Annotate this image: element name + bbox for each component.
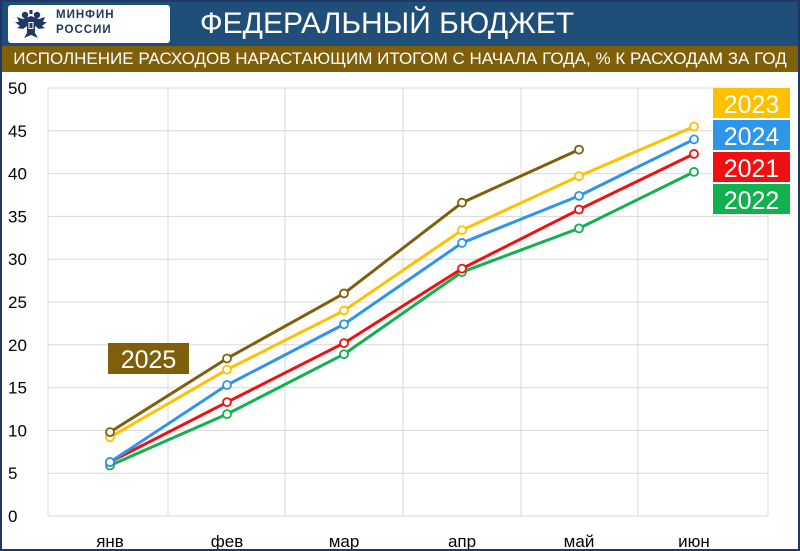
logo-line-1: МИНФИН	[56, 9, 115, 21]
x-tick-label: июн	[678, 532, 710, 549]
legend-swatch-2024	[713, 120, 790, 150]
y-tick-label: 20	[8, 336, 27, 355]
series-line-2023	[108, 125, 696, 439]
logo-line-2: РОССИИ	[56, 24, 112, 36]
data-point-2024	[222, 380, 232, 390]
y-tick-label: 35	[8, 207, 27, 226]
x-tick-label: май	[564, 532, 595, 549]
series-line-2022	[108, 170, 696, 467]
series-2025	[105, 144, 584, 438]
y-tick-label: 5	[8, 464, 17, 483]
data-point-2022	[339, 349, 349, 360]
legend-swatch-2023	[713, 88, 790, 118]
data-point-2025	[222, 353, 232, 364]
legend-swatch-2021	[713, 152, 790, 182]
data-point-2022	[574, 223, 584, 234]
y-tick-label: 10	[8, 421, 27, 440]
data-point-2021	[457, 263, 467, 274]
legend-label-2024: 2024	[724, 123, 780, 151]
data-point-2021	[339, 338, 349, 348]
series-2023	[105, 121, 699, 443]
y-tick-label: 40	[8, 165, 27, 184]
y-tick-label: 50	[8, 79, 27, 98]
y-tick-label: 30	[8, 250, 27, 269]
data-point-2021	[689, 149, 699, 159]
data-point-2025	[105, 427, 115, 438]
logo-text: МИНФИН РОССИИ	[56, 8, 166, 38]
x-tick-label: апр	[448, 532, 476, 549]
data-point-2024	[105, 457, 115, 467]
legend-label-2021: 2021	[724, 155, 780, 183]
data-point-2023	[574, 171, 584, 182]
y-tick-label: 45	[8, 122, 27, 141]
data-point-2024	[457, 238, 467, 248]
legend: 2023 2024 2021 2022	[713, 88, 790, 215]
series-line-2021	[108, 152, 696, 464]
x-tick-label: янв	[96, 532, 124, 549]
data-point-2025	[457, 197, 467, 208]
inline-label-text: 2025	[121, 346, 177, 374]
y-tick-label: 15	[8, 379, 27, 398]
data-point-2024	[574, 190, 584, 201]
series-line-2024	[108, 137, 696, 464]
y-axis: 0 5 10 15 20 25 30 35 40 45 50	[8, 79, 27, 526]
data-point-2022	[689, 166, 699, 177]
data-point-2022	[222, 409, 232, 420]
chart-subtitle: ИСПОЛНЕНИЕ РАСХОДОВ НАРАСТАЮЩИМ ИТОГОМ С…	[13, 49, 787, 68]
page-title: ФЕДЕРАЛЬНЫЙ БЮДЖЕТ	[199, 7, 575, 40]
x-axis: янв фев мар апр май июн	[96, 532, 710, 549]
data-point-2023	[222, 364, 232, 375]
data-point-2021	[222, 397, 232, 408]
data-point-2025	[339, 288, 349, 299]
y-tick-label: 0	[8, 507, 17, 526]
legend-swatch-2022	[713, 184, 790, 214]
series-2021	[105, 149, 699, 467]
data-point-2023	[689, 121, 699, 132]
data-point-2024	[339, 319, 349, 330]
x-tick-label: мар	[329, 532, 360, 549]
data-point-2021	[574, 204, 584, 215]
minfin-logo: МИНФИН РОССИИ	[8, 5, 170, 43]
data-point-2024	[689, 134, 699, 145]
data-point-2023	[339, 305, 349, 316]
double-headed-eagle-icon	[15, 10, 47, 38]
x-tick-label: фев	[211, 532, 243, 549]
series-2022	[105, 166, 699, 471]
legend-label-2023: 2023	[724, 91, 780, 119]
legend-label-2022: 2022	[724, 187, 780, 215]
series-2024	[105, 134, 699, 467]
data-point-2023	[457, 225, 467, 235]
header-bar: МИНФИН РОССИИ ФЕДЕРАЛЬНЫЙ БЮДЖЕТ	[2, 2, 798, 46]
subtitle-bar: ИСПОЛНЕНИЕ РАСХОДОВ НАРАСТАЮЩИМ ИТОГОМ С…	[2, 46, 798, 72]
y-tick-label: 25	[8, 293, 27, 312]
inline-label-box	[108, 343, 189, 374]
inline-label-2025: 2025	[108, 343, 189, 374]
grid	[47, 87, 769, 517]
data-point-2025	[574, 144, 584, 155]
